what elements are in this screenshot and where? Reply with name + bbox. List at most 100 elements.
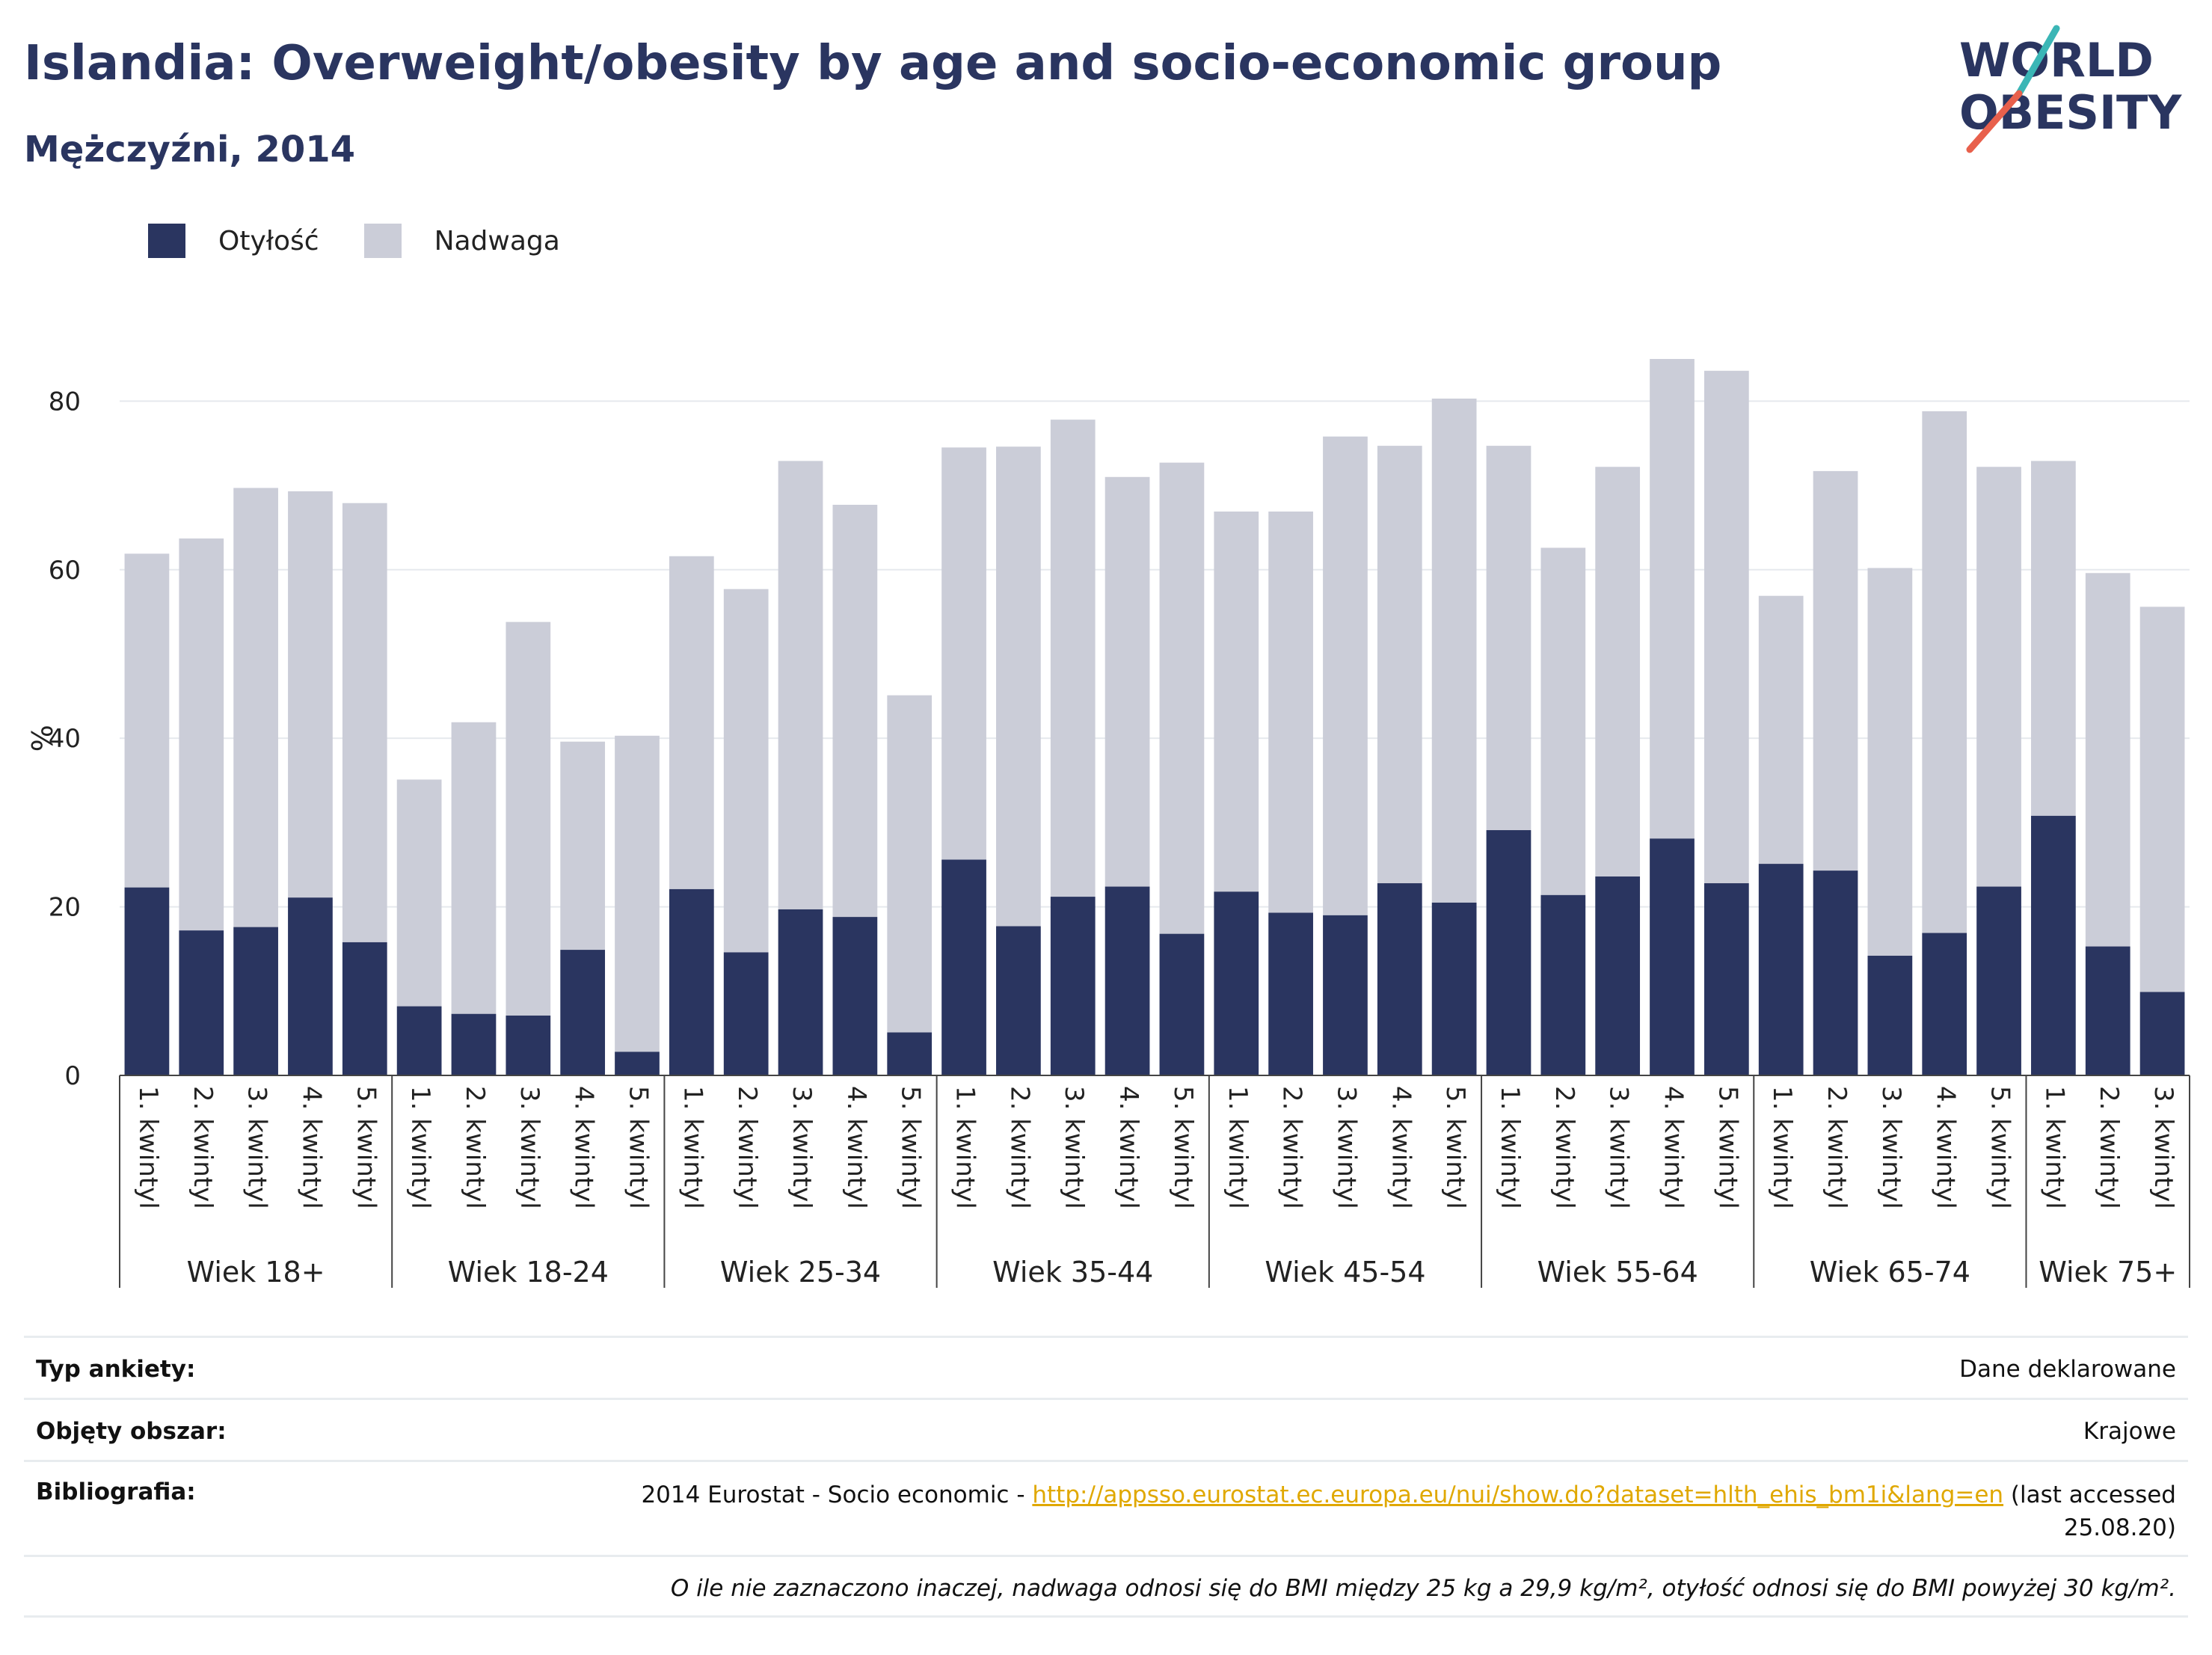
info-row-bibliography: Bibliografia: 2014 Eurostat - Socio econ… xyxy=(24,1460,2188,1555)
x-tick-label: 2. kwintyl xyxy=(1822,1086,1852,1209)
logo-slash-red xyxy=(1966,90,2023,153)
bar-overweight xyxy=(1159,462,1205,934)
x-tick-label: 4. kwintyl xyxy=(1113,1086,1143,1209)
bar-obesity xyxy=(1268,912,1313,1075)
bar-obesity xyxy=(1540,894,1586,1075)
group-label: Wiek 55-64 xyxy=(1537,1256,1698,1289)
bar-obesity xyxy=(124,887,170,1075)
bar-obesity xyxy=(1922,933,1967,1075)
y-tick-label: 0 xyxy=(64,1061,81,1091)
bar-overweight xyxy=(887,695,933,1033)
bar-obesity xyxy=(1050,897,1096,1075)
y-axis-label: % xyxy=(26,725,59,752)
bibliography-source: 2014 Eurostat - Socio economic - xyxy=(641,1481,1033,1508)
x-tick-label: 1. kwintyl xyxy=(1495,1086,1525,1209)
survey-type-label: Typ ankiety: xyxy=(36,1356,196,1383)
x-tick-label: 4. kwintyl xyxy=(569,1086,599,1209)
bar-overweight xyxy=(124,553,170,888)
bar-overweight xyxy=(2031,461,2076,816)
bar-obesity xyxy=(1650,838,1695,1075)
bar-obesity xyxy=(1377,883,1422,1075)
group-label: Wiek 25-34 xyxy=(720,1256,881,1289)
bar-overweight xyxy=(1595,467,1641,877)
coverage-label: Objęty obszar: xyxy=(36,1418,227,1445)
x-tick-label: 1. kwintyl xyxy=(405,1086,435,1209)
bar-overweight xyxy=(1486,446,1531,831)
info-table: Typ ankiety: Dane deklarowane Objęty obs… xyxy=(24,1336,2188,1618)
x-tick-label: 5. kwintyl xyxy=(1168,1086,1198,1209)
bar-obesity xyxy=(1758,864,1804,1075)
bar-overweight xyxy=(560,741,606,951)
legend-swatch-obesity xyxy=(148,224,185,258)
bar-overweight xyxy=(1813,470,1858,871)
bar-overweight xyxy=(396,779,442,1007)
group-label: Wiek 45-54 xyxy=(1265,1256,1425,1289)
x-tick-label: 2. kwintyl xyxy=(460,1086,490,1209)
bibliography-link[interactable]: http://appsso.eurostat.ec.europa.eu/nui/… xyxy=(1032,1481,2004,1508)
bar-overweight xyxy=(832,504,878,918)
y-tick-label: 40 xyxy=(49,724,81,754)
legend-item-overweight[interactable]: Nadwaga xyxy=(363,224,560,258)
x-tick-label: 5. kwintyl xyxy=(1440,1086,1470,1209)
bar-overweight xyxy=(996,446,1041,927)
bar-overweight xyxy=(1105,476,1150,887)
bar-overweight xyxy=(179,538,224,931)
x-tick-label: 5. kwintyl xyxy=(1712,1086,1742,1209)
x-tick-label: 4. kwintyl xyxy=(1659,1086,1689,1209)
bibliography-value: 2014 Eurostat - Socio economic - http://… xyxy=(641,1479,2176,1544)
info-row-note: O ile nie zaznaczono inaczej, nadwaga od… xyxy=(24,1555,2188,1615)
bar-overweight xyxy=(1650,359,1695,839)
bar-overweight xyxy=(2139,607,2185,992)
x-tick-label: 3. kwintyl xyxy=(514,1086,544,1209)
bar-overweight xyxy=(1867,568,1913,956)
group-label: Wiek 18+ xyxy=(187,1256,325,1289)
bar-obesity xyxy=(451,1013,497,1075)
x-tick-label: 1. kwintyl xyxy=(2039,1086,2069,1209)
info-row-area: Objęty obszar: Krajowe xyxy=(24,1398,2188,1460)
bar-overweight xyxy=(342,503,387,942)
bar-overweight xyxy=(233,488,278,927)
bar-overweight xyxy=(1540,547,1586,895)
bar-overweight xyxy=(669,556,714,889)
bar-overweight xyxy=(1976,467,2021,887)
bar-overweight xyxy=(723,589,769,953)
x-tick-label: 2. kwintyl xyxy=(1004,1086,1034,1209)
x-tick-label: 3. kwintyl xyxy=(2148,1086,2178,1209)
definition-note: O ile nie zaznaczono inaczej, nadwaga od… xyxy=(670,1575,2176,1602)
bar-obesity xyxy=(1431,902,1477,1075)
x-tick-label: 3. kwintyl xyxy=(787,1086,817,1209)
legend-item-obesity[interactable]: Otyłość xyxy=(148,224,319,258)
bar-obesity xyxy=(1486,830,1531,1075)
bar-overweight xyxy=(778,461,823,909)
x-tick-label: 5. kwintyl xyxy=(1985,1086,2015,1209)
bar-obesity xyxy=(1976,886,2021,1075)
x-tick-label: 5. kwintyl xyxy=(351,1086,381,1209)
bar-obesity xyxy=(396,1006,442,1075)
bar-obesity xyxy=(179,930,224,1075)
legend: Otyłość Nadwaga xyxy=(148,221,605,260)
bibliography-suffix: (last accessed xyxy=(2003,1481,2176,1508)
x-tick-label: 4. kwintyl xyxy=(1931,1086,1961,1209)
x-tick-label: 2. kwintyl xyxy=(1277,1086,1307,1209)
bar-overweight xyxy=(1377,446,1422,884)
bar-overweight xyxy=(1214,511,1259,892)
x-tick-label: 5. kwintyl xyxy=(896,1086,926,1209)
bar-obesity xyxy=(1813,871,1858,1075)
x-tick-label: 4. kwintyl xyxy=(296,1086,326,1209)
bar-obesity xyxy=(1595,876,1641,1075)
bar-obesity xyxy=(669,888,714,1075)
x-tick-label: 4. kwintyl xyxy=(841,1086,871,1209)
x-tick-label: 1. kwintyl xyxy=(678,1086,707,1209)
bar-overweight xyxy=(1922,411,1967,933)
logo-line1: WORLD xyxy=(1959,33,2154,87)
bar-obesity xyxy=(615,1051,660,1075)
bar-obesity xyxy=(778,909,823,1075)
bar-obesity xyxy=(887,1032,933,1075)
x-tick-label: 3. kwintyl xyxy=(1331,1086,1361,1209)
bar-obesity xyxy=(1214,891,1259,1075)
coverage-value: Krajowe xyxy=(2083,1418,2176,1445)
bar-obesity xyxy=(1867,955,1913,1075)
legend-label-overweight: Nadwaga xyxy=(434,225,560,257)
bar-overweight xyxy=(615,735,660,1052)
world-obesity-logo: WORLD OBESITY xyxy=(1959,25,2182,153)
